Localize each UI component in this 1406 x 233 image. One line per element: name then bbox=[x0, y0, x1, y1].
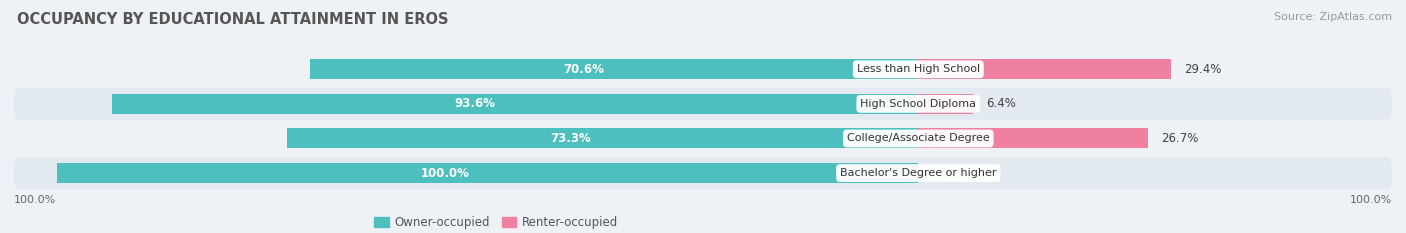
Text: 0.0%: 0.0% bbox=[931, 167, 960, 180]
Text: High School Diploma: High School Diploma bbox=[860, 99, 976, 109]
Text: OCCUPANCY BY EDUCATIONAL ATTAINMENT IN EROS: OCCUPANCY BY EDUCATIONAL ATTAINMENT IN E… bbox=[17, 12, 449, 27]
FancyBboxPatch shape bbox=[14, 123, 1392, 154]
Bar bbox=[58, 163, 918, 183]
FancyBboxPatch shape bbox=[14, 157, 1392, 189]
Bar bbox=[112, 94, 918, 114]
Text: 73.3%: 73.3% bbox=[551, 132, 592, 145]
Text: 6.4%: 6.4% bbox=[987, 97, 1017, 110]
Bar bbox=[918, 94, 973, 114]
Text: Source: ZipAtlas.com: Source: ZipAtlas.com bbox=[1274, 12, 1392, 22]
Text: 26.7%: 26.7% bbox=[1161, 132, 1198, 145]
Legend: Owner-occupied, Renter-occupied: Owner-occupied, Renter-occupied bbox=[370, 212, 623, 233]
Bar bbox=[918, 59, 1171, 79]
Text: 29.4%: 29.4% bbox=[1184, 63, 1222, 76]
Text: 70.6%: 70.6% bbox=[564, 63, 605, 76]
Text: 100.0%: 100.0% bbox=[420, 167, 470, 180]
FancyBboxPatch shape bbox=[14, 88, 1392, 120]
Text: 100.0%: 100.0% bbox=[14, 195, 56, 205]
Bar bbox=[918, 128, 1149, 148]
Text: Bachelor's Degree or higher: Bachelor's Degree or higher bbox=[839, 168, 997, 178]
Text: Less than High School: Less than High School bbox=[856, 64, 980, 74]
Bar bbox=[311, 59, 918, 79]
Text: 93.6%: 93.6% bbox=[454, 97, 495, 110]
Text: College/Associate Degree: College/Associate Degree bbox=[846, 134, 990, 144]
Bar bbox=[287, 128, 918, 148]
Text: 100.0%: 100.0% bbox=[1350, 195, 1392, 205]
FancyBboxPatch shape bbox=[14, 53, 1392, 85]
